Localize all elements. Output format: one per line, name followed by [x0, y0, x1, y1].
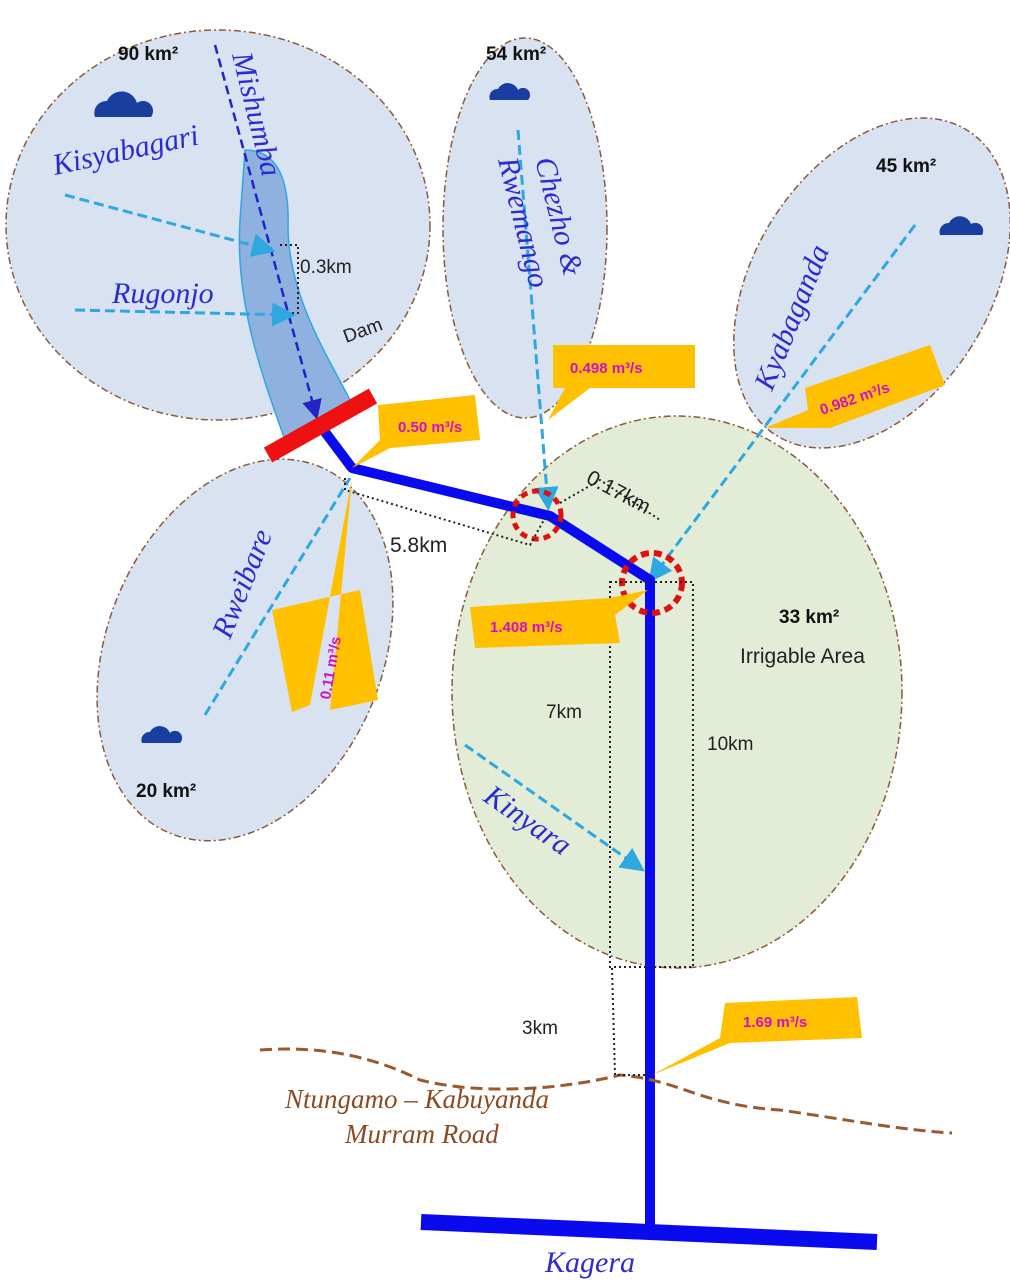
rain-icon [94, 91, 153, 117]
catchment-mishumba [5, 29, 431, 421]
streams [64, 44, 917, 872]
stream-chezho [516, 129, 559, 511]
main-canal [318, 425, 655, 1225]
distance: 3km [522, 1018, 558, 1039]
dam-wall [263, 388, 378, 463]
road-label: Murram Road [344, 1119, 499, 1149]
callout [272, 478, 378, 712]
catchments [5, 29, 1010, 969]
area-label: 45 km² [876, 156, 936, 177]
distance: 5.8km [390, 534, 447, 557]
distance: 10km [707, 734, 753, 755]
area-label: 54 km² [486, 44, 546, 65]
callout [765, 345, 945, 428]
catchment-kyabaganda [733, 117, 1010, 449]
road [259, 1047, 953, 1135]
area-caption: Irrigable Area [740, 645, 865, 668]
area-label: 33 km² [779, 607, 839, 628]
callout [470, 590, 648, 648]
stream-rweibare [203, 477, 352, 716]
callout [652, 997, 862, 1075]
bracket [559, 478, 661, 521]
area-label: 90 km² [118, 44, 178, 65]
junction [510, 488, 564, 542]
bracket [609, 581, 694, 968]
area-label: 20 km² [136, 781, 196, 802]
irrigable-area [451, 415, 903, 969]
road-label: Ntungamo – Kabuyanda [284, 1084, 549, 1114]
flow: 0.498 m³/s [570, 360, 643, 377]
kagera-river [420, 1214, 878, 1250]
bracket [344, 478, 546, 547]
stream-kisyabagari [64, 193, 276, 257]
stream-kinyara [464, 743, 645, 872]
flow: 1.69 m³/s [743, 1014, 807, 1031]
river-name: Kagera [544, 1246, 635, 1279]
distance: 7km [546, 702, 582, 723]
stream-rugonjo [74, 302, 296, 327]
rain-icon [939, 216, 984, 235]
stream-mishumba [213, 44, 322, 420]
distance: 0.3km [300, 257, 352, 278]
callout [548, 345, 695, 420]
stream-kyabaganda [648, 224, 917, 583]
river-name: Rugonjo [111, 277, 214, 310]
rain-icon [489, 83, 531, 100]
bracket [280, 244, 299, 314]
callout [352, 395, 480, 468]
bracket [611, 967, 650, 1076]
rain-icon [141, 726, 183, 743]
markers [280, 244, 694, 1076]
reservoir [238, 149, 351, 442]
flow: 0.50 m³/s [398, 419, 462, 436]
flow: 1.408 m³/s [490, 619, 563, 636]
rain-icons [94, 83, 984, 743]
callouts [272, 345, 945, 1075]
